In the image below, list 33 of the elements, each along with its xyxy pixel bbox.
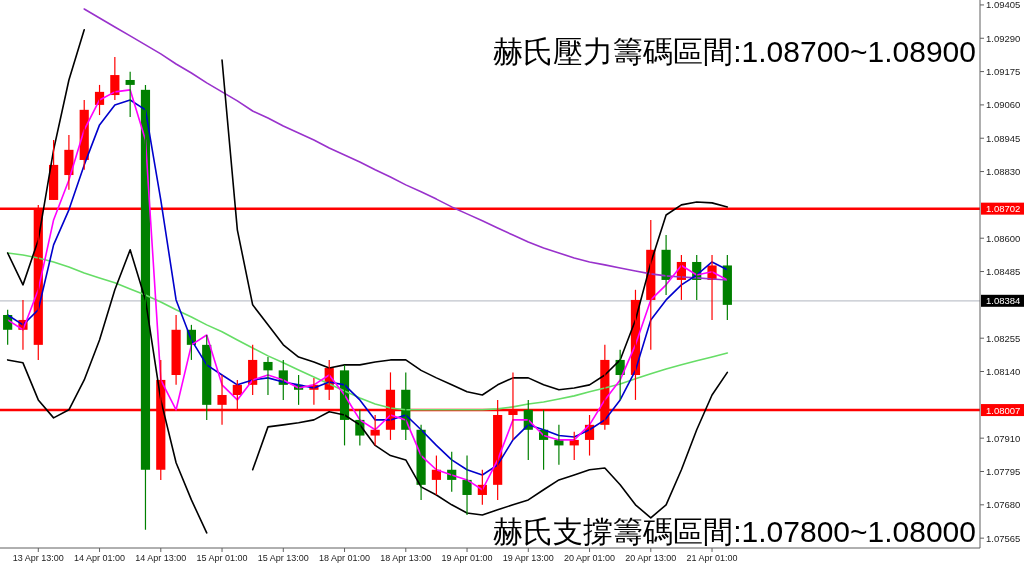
candlestick xyxy=(370,414,380,447)
x-tick-label: 20 Apr 01:00 xyxy=(564,553,616,563)
x-tick-label: 21 Apr 01:00 xyxy=(686,553,738,563)
x-tick-label: 14 Apr 13:00 xyxy=(135,553,187,563)
annotation: 赫氏支撐籌碼區間:1.07800~1.08000 xyxy=(493,515,976,548)
y-tick-label: 1.08255 xyxy=(986,332,1021,344)
y-tick-label: 1.07795 xyxy=(986,465,1021,477)
y-tick-label: 1.08945 xyxy=(986,132,1021,144)
y-tick-label: 1.08830 xyxy=(986,166,1021,178)
x-tick-label: 15 Apr 01:00 xyxy=(196,553,248,563)
ref-line-label: 1.08702 xyxy=(986,203,1021,215)
y-tick-label: 1.08140 xyxy=(986,366,1021,378)
y-tick-label: 1.07910 xyxy=(986,432,1021,444)
line-series xyxy=(6,252,729,411)
ref-line-label: 1.08007 xyxy=(986,404,1021,416)
y-tick-label: 1.08485 xyxy=(986,266,1021,278)
x-tick-label: 19 Apr 13:00 xyxy=(502,553,554,563)
x-tick-label: 19 Apr 01:00 xyxy=(441,553,493,563)
annotation: 赫氏壓力籌碼區間:1.08700~1.08900 xyxy=(493,35,976,68)
y-tick-label: 1.09290 xyxy=(986,32,1021,44)
y-tick-label: 1.07680 xyxy=(986,499,1021,511)
x-tick-label: 13 Apr 13:00 xyxy=(12,553,64,563)
y-tick-label: 1.09175 xyxy=(986,66,1021,78)
ref-line-label: 1.08384 xyxy=(986,295,1021,307)
x-tick-label: 20 Apr 13:00 xyxy=(625,553,677,563)
y-tick-label: 1.09405 xyxy=(986,0,1021,11)
x-tick-label: 18 Apr 13:00 xyxy=(380,553,432,563)
x-tick-label: 14 Apr 01:00 xyxy=(74,553,126,563)
y-tick-label: 1.09060 xyxy=(986,99,1021,111)
y-tick-label: 1.08600 xyxy=(986,232,1021,244)
x-tick-label: 18 Apr 01:00 xyxy=(319,553,371,563)
x-tick-label: 15 Apr 13:00 xyxy=(257,553,309,563)
y-tick-label: 1.07565 xyxy=(986,532,1021,544)
